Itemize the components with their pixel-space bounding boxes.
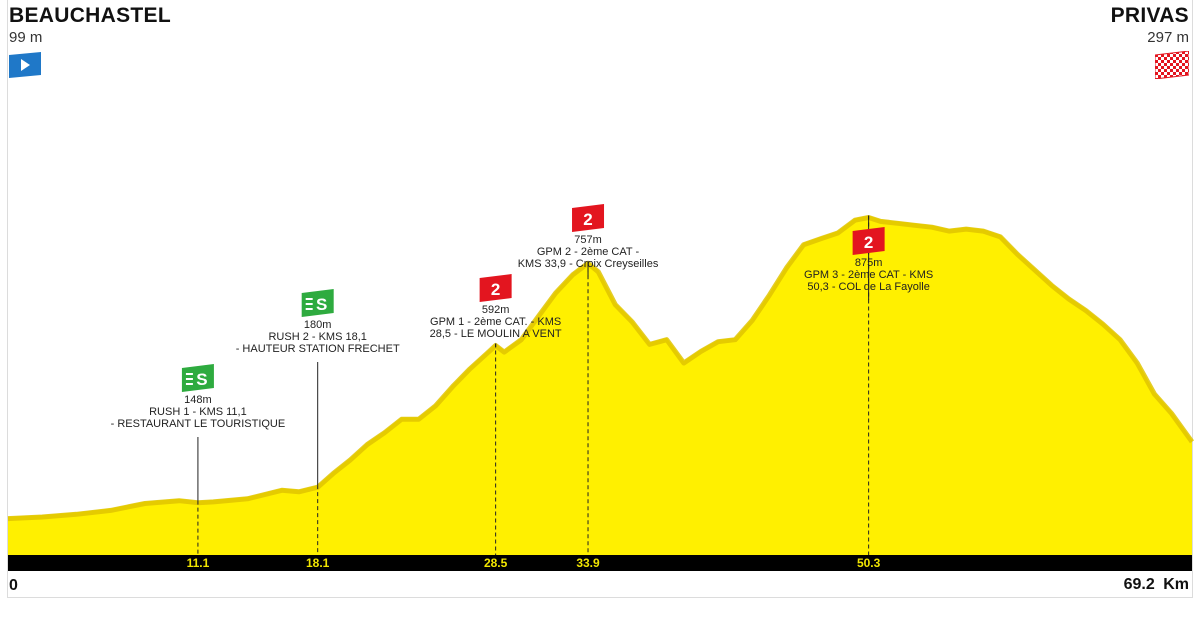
profile-area [8,215,1192,555]
profile-frame [7,0,1193,598]
marker-badge-text: 2 [583,210,592,229]
marker-badge-text: S [316,295,327,314]
finish-city: PRIVAS [1110,4,1189,27]
marker-altitude: 592m [482,304,510,316]
distance-unit: Km [1163,576,1189,593]
marker-label-line2: - RESTAURANT LE TOURISTIQUE [111,418,286,430]
climb-badge-icon [852,227,885,255]
distance-end-value: 69.2 [1123,576,1155,593]
marker-label-line1: RUSH 2 - KMS 18,1 [268,331,366,343]
marker-label-line2: - HAUTEUR STATION FRECHET [236,343,400,355]
marker-altitude: 180m [304,319,332,331]
start-flag-icon [9,52,41,78]
distance-end-label: 69.2 Km [1124,576,1189,594]
marker-altitude: 148m [184,394,212,406]
marker-label-line2: 50,3 - COL de La Fayolle [807,281,930,293]
km-tick-label: 11.1 [187,556,210,570]
marker-label-line1: GPM 2 - 2ème CAT - [537,246,640,258]
marker-badge-text: 2 [491,280,500,299]
marker-label-line2: 28,5 - LE MOULIN A VENT [430,328,562,340]
km-tick-label: 33.9 [576,556,600,570]
marker-altitude: 875m [855,257,883,269]
start-altitude: 99 m [9,29,43,46]
distance-band [8,555,1192,571]
finish-altitude: 297 m [1147,29,1189,46]
start-city: BEAUCHASTEL [9,4,171,27]
climb-badge-icon [572,204,605,232]
distance-start-label: 0 [9,577,18,594]
profile-ridge [7,215,1195,522]
marker-badge-text: S [196,370,207,389]
marker-label-line1: RUSH 1 - KMS 11,1 [149,406,247,418]
km-tick-label: 50.3 [857,556,881,570]
marker-label-line1: GPM 1 - 2ème CAT. - KMS [430,316,561,328]
marker-label-line1: GPM 3 - 2ème CAT - KMS [804,269,933,281]
km-tick-label: 28.5 [484,556,508,570]
marker-badge-text: 2 [864,233,873,252]
finish-flag-icon [1155,51,1189,79]
climb-badge-icon [479,274,512,302]
km-tick-label: 18.1 [306,556,330,570]
marker-altitude: 757m [574,234,602,246]
marker-label-line2: KMS 33,9 - Croix Creyseilles [518,258,659,270]
